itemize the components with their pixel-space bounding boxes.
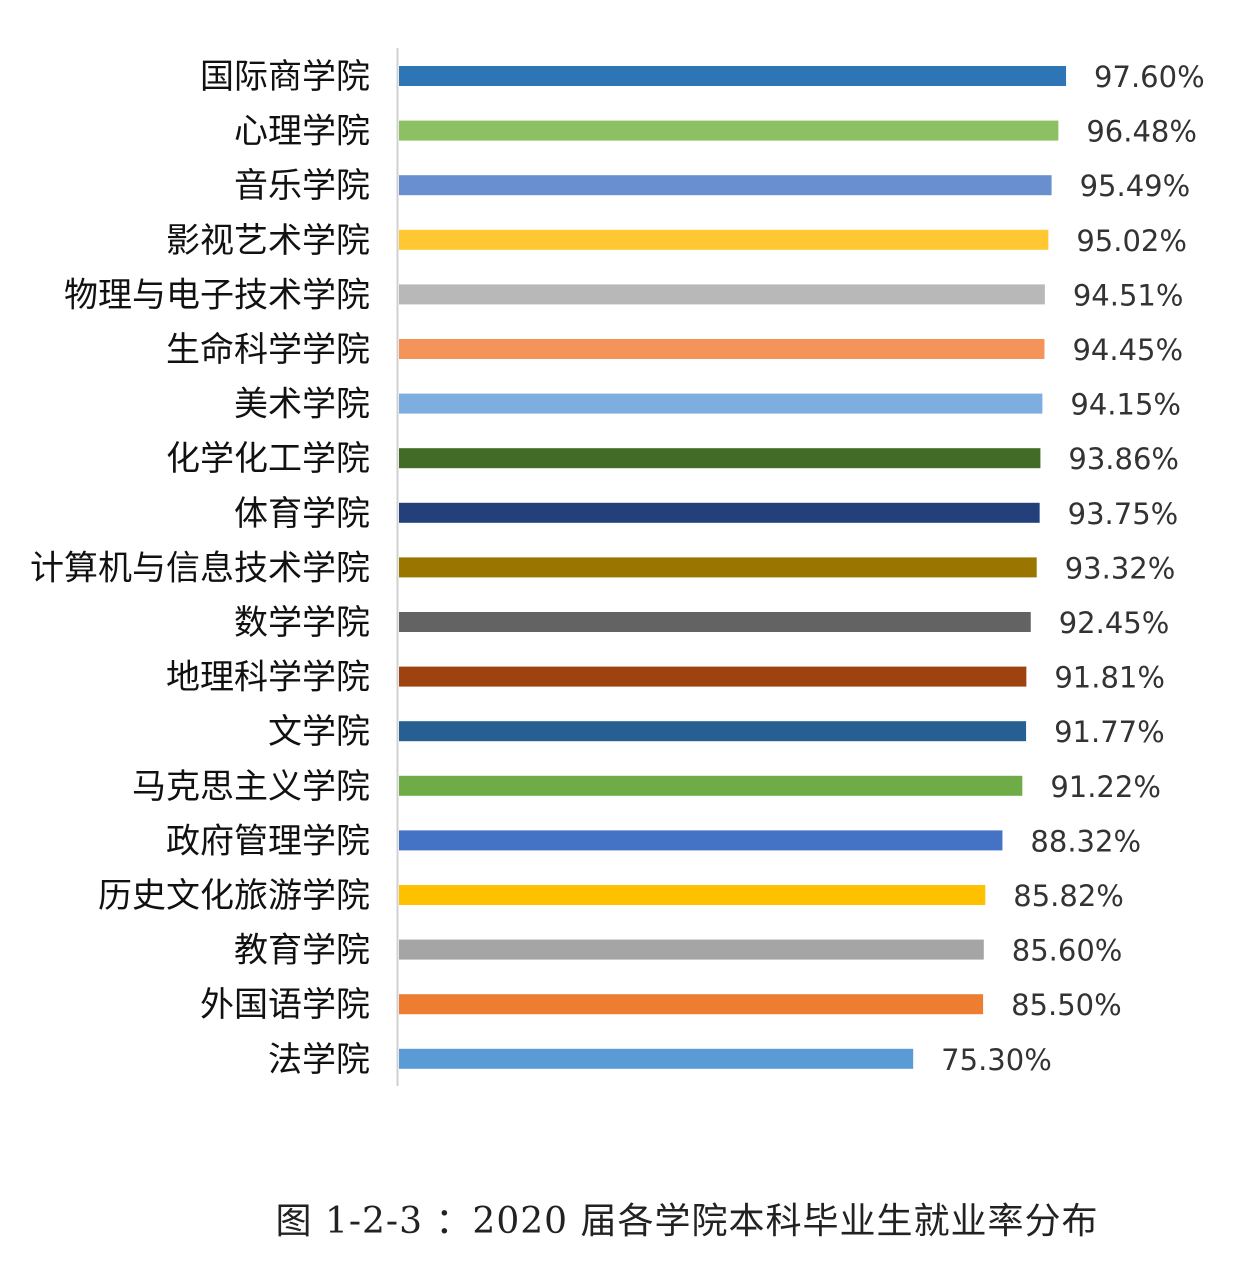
data-label: 94.51% xyxy=(1073,278,1184,312)
category-label: 体育学院 xyxy=(234,494,370,534)
bar xyxy=(399,1048,914,1069)
data-label: 92.45% xyxy=(1059,606,1170,640)
data-label: 75.30% xyxy=(941,1043,1052,1077)
bar xyxy=(399,502,1040,523)
data-label: 91.22% xyxy=(1050,770,1161,804)
category-label: 心理学院 xyxy=(234,112,370,152)
data-label: 94.15% xyxy=(1070,388,1181,422)
category-label: 教育学院 xyxy=(234,931,370,971)
data-label: 96.48% xyxy=(1086,115,1197,149)
data-label: 93.32% xyxy=(1065,551,1176,585)
category-label: 计算机与信息技术学院 xyxy=(30,548,370,588)
bar xyxy=(399,393,1043,414)
category-label: 文学院 xyxy=(268,712,370,752)
data-label: 94.45% xyxy=(1072,333,1183,367)
bar xyxy=(399,284,1045,305)
data-label: 85.50% xyxy=(1011,988,1122,1022)
bar xyxy=(399,721,1027,742)
data-label: 88.32% xyxy=(1030,824,1141,858)
figure-caption: 图 1-2-3 ：2020 届各学院本科毕业生就业率分布 xyxy=(275,1201,1099,1242)
category-label: 音乐学院 xyxy=(234,166,370,206)
data-label: 93.75% xyxy=(1068,497,1179,531)
bar xyxy=(399,66,1067,86)
data-label: 85.82% xyxy=(1013,879,1124,913)
category-label: 美术学院 xyxy=(234,385,370,425)
bar xyxy=(399,994,984,1015)
category-label: 法学院 xyxy=(268,1040,370,1080)
category-label: 生命科学学院 xyxy=(166,330,370,370)
category-label: 数学学院 xyxy=(234,603,370,643)
data-label: 91.77% xyxy=(1054,715,1165,749)
data-label: 95.49% xyxy=(1080,169,1191,203)
category-label: 政府管理学院 xyxy=(166,821,370,861)
data-label: 93.86% xyxy=(1068,442,1179,476)
category-label: 影视艺术学院 xyxy=(166,221,370,261)
category-label: 外国语学院 xyxy=(200,985,370,1025)
bar xyxy=(399,939,984,960)
data-label: 91.81% xyxy=(1054,661,1165,695)
bar xyxy=(399,885,986,905)
bar xyxy=(399,175,1052,196)
category-label: 国际商学院 xyxy=(200,57,370,97)
data-label: 97.60% xyxy=(1094,60,1205,94)
bar-chart: 国际商学院 97.60% 心理学院 96.48% 音乐学院 95.49% 影视艺术学院 95.… xyxy=(30,48,1205,1086)
data-label: 85.60% xyxy=(1012,934,1123,968)
bar xyxy=(399,666,1027,687)
bar xyxy=(399,229,1049,250)
bar xyxy=(399,448,1041,469)
category-label: 物理与电子技术学院 xyxy=(64,275,370,315)
category-label: 历史文化旅游学院 xyxy=(98,876,370,916)
bar xyxy=(399,120,1059,141)
category-label: 地理科学学院 xyxy=(166,658,370,698)
bar xyxy=(399,612,1031,632)
bar xyxy=(399,830,1003,851)
category-label: 马克思主义学院 xyxy=(132,767,370,807)
bar xyxy=(399,339,1045,359)
bar xyxy=(399,557,1037,578)
category-label: 化学化工学院 xyxy=(166,439,370,479)
bar xyxy=(399,775,1023,796)
data-label: 95.02% xyxy=(1076,224,1187,258)
